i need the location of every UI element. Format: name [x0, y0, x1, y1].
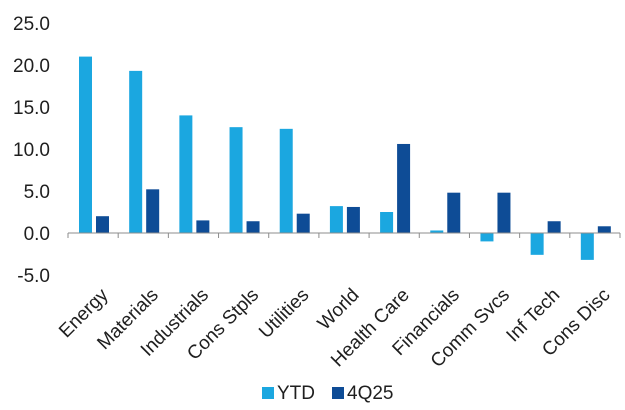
bar-ytd-health-care — [380, 212, 394, 233]
bar-ytd-financials — [430, 230, 444, 233]
bar-4q25-comm-svcs — [497, 192, 511, 233]
bar-ytd-inf-tech — [530, 233, 544, 255]
y-tick-label: 20.0 — [13, 56, 50, 77]
y-tick-label: 10.0 — [13, 140, 50, 161]
y-tick-label: 5.0 — [24, 182, 50, 203]
bar-4q25-materials — [146, 189, 160, 233]
y-tick-label: -5.0 — [17, 266, 50, 287]
legend-label-ytd: YTD — [277, 383, 315, 404]
y-tick-label: 25.0 — [13, 14, 50, 35]
legend: YTD 4Q25 — [262, 383, 393, 404]
legend-swatch-ytd — [262, 387, 274, 399]
bar-4q25-cons-disc — [597, 226, 611, 233]
bar-4q25-financials — [447, 192, 461, 233]
y-axis-ticks: -5.0 0.0 5.0 10.0 15.0 20.0 25.0 — [13, 14, 50, 287]
x-tick-label: Utilities — [255, 285, 313, 343]
bar-4q25-inf-tech — [547, 221, 561, 233]
legend-swatch-4q25 — [332, 387, 344, 399]
bar-4q25-industrials — [196, 220, 210, 233]
bar-series-group — [79, 56, 611, 260]
legend-label-4q25: 4Q25 — [347, 383, 393, 404]
y-tick-label: 15.0 — [13, 98, 50, 119]
bar-4q25-utilities — [296, 213, 310, 233]
bar-4q25-energy — [96, 216, 109, 233]
x-axis — [67, 232, 621, 238]
bar-4q25-health-care — [397, 143, 411, 233]
bar-ytd-utilities — [279, 128, 293, 233]
bar-4q25-cons-stpls — [246, 221, 260, 233]
bar-ytd-cons-disc — [580, 233, 594, 260]
bar-ytd-world — [329, 206, 343, 233]
bar-ytd-comm-svcs — [480, 233, 494, 242]
bar-4q25-world — [346, 206, 360, 233]
bar-ytd-materials — [129, 70, 143, 233]
bar-ytd-cons-stpls — [229, 127, 243, 233]
y-tick-label: 0.0 — [24, 224, 50, 245]
bar-ytd-energy — [79, 56, 92, 233]
bar-ytd-industrials — [179, 115, 193, 233]
